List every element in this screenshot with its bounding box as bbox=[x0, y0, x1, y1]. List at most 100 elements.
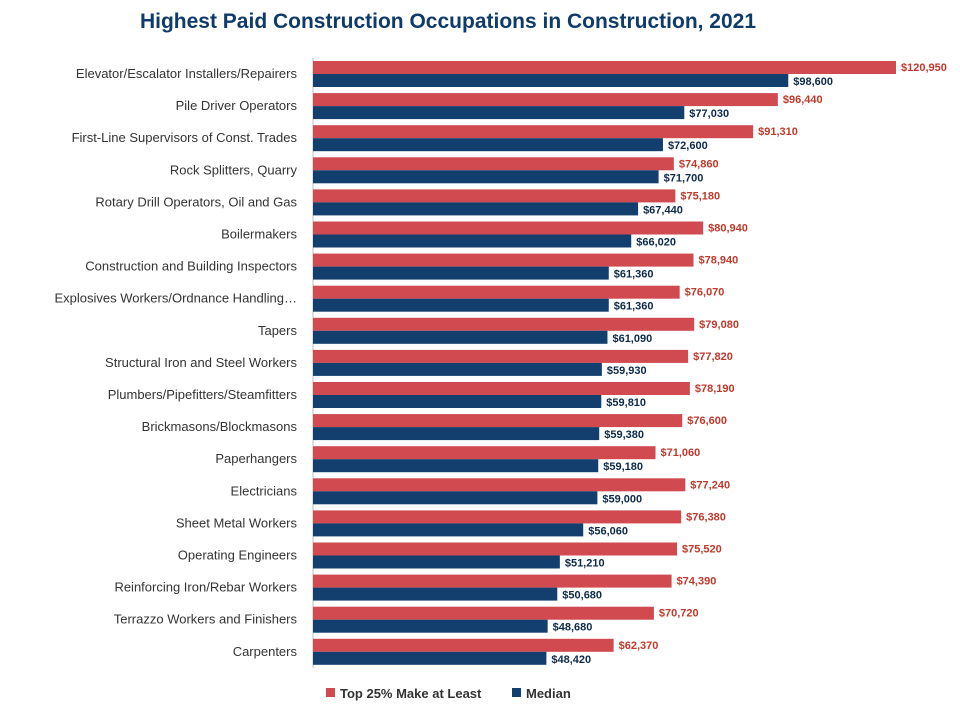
value-label-median: $61,090 bbox=[612, 333, 652, 345]
value-label-median: $61,360 bbox=[614, 269, 654, 281]
category-label: Construction and Building Inspectors bbox=[85, 259, 297, 274]
bar-top-25 bbox=[313, 606, 654, 620]
value-label-top-25: $76,380 bbox=[686, 511, 726, 523]
bar-median bbox=[313, 234, 632, 248]
value-label-top-25: $75,520 bbox=[682, 544, 722, 556]
bar-median bbox=[313, 587, 558, 601]
value-label-top-25: $76,600 bbox=[687, 415, 727, 427]
bar-top-25 bbox=[313, 189, 676, 203]
bar-top-25 bbox=[313, 317, 695, 331]
value-label-median: $51,210 bbox=[565, 558, 605, 570]
value-label-median: $59,380 bbox=[604, 429, 644, 441]
category-label: Elevator/Escalator Installers/Repairers bbox=[76, 66, 298, 81]
value-label-median: $59,000 bbox=[602, 493, 642, 505]
bar-top-25 bbox=[313, 61, 896, 74]
legend-label-top-25: Top 25% Make at Least bbox=[340, 686, 482, 701]
bar-median bbox=[313, 555, 560, 569]
value-label-median: $98,600 bbox=[793, 76, 833, 88]
value-label-median: $59,930 bbox=[607, 365, 647, 377]
value-label-median: $59,180 bbox=[603, 461, 643, 473]
category-label: Tapers bbox=[258, 323, 298, 338]
bar-top-25 bbox=[313, 157, 674, 171]
category-label: Structural Iron and Steel Workers bbox=[105, 355, 297, 370]
category-label: Brickmasons/Blockmasons bbox=[142, 419, 298, 434]
value-label-median: $72,600 bbox=[668, 140, 708, 152]
legend-swatch-top-25 bbox=[326, 688, 335, 697]
bar-median bbox=[313, 523, 584, 537]
bar-top-25 bbox=[313, 638, 614, 652]
value-label-median: $61,360 bbox=[614, 301, 654, 313]
category-label: Explosives Workers/Ordnance Handling… bbox=[54, 291, 297, 306]
bar-median bbox=[313, 138, 663, 152]
legend-label-median: Median bbox=[526, 686, 571, 701]
bar-median bbox=[313, 298, 609, 312]
category-label: Boilermakers bbox=[221, 227, 297, 242]
bar-top-25 bbox=[313, 93, 778, 107]
value-label-median: $56,060 bbox=[588, 525, 628, 537]
bar-median bbox=[313, 266, 609, 280]
bar-top-25 bbox=[313, 510, 682, 524]
value-label-top-25: $96,440 bbox=[783, 94, 823, 106]
value-label-top-25: $77,820 bbox=[693, 351, 733, 363]
bar-median bbox=[313, 491, 598, 505]
bar-top-25 bbox=[313, 574, 672, 588]
value-label-median: $71,700 bbox=[664, 172, 704, 184]
bar-median bbox=[313, 330, 608, 344]
bar-top-25 bbox=[313, 285, 680, 299]
bar-median bbox=[313, 427, 600, 441]
category-label: Plumbers/Pipefitters/Steamfitters bbox=[108, 387, 298, 402]
bar-median bbox=[313, 106, 685, 120]
category-label: Reinforcing Iron/Rebar Workers bbox=[114, 580, 297, 595]
bar-median bbox=[313, 170, 659, 184]
value-label-median: $50,680 bbox=[562, 590, 602, 602]
bar-top-25 bbox=[313, 542, 678, 556]
category-label: Terrazzo Workers and Finishers bbox=[114, 612, 298, 627]
bar-median bbox=[313, 619, 548, 633]
legend-swatch-median bbox=[512, 688, 521, 697]
value-label-top-25: $78,190 bbox=[695, 383, 735, 395]
value-label-top-25: $120,950 bbox=[901, 62, 947, 74]
value-label-top-25: $70,720 bbox=[659, 608, 699, 620]
value-label-top-25: $91,310 bbox=[758, 126, 798, 138]
category-label: Pile Driver Operators bbox=[176, 98, 298, 113]
category-label: Operating Engineers bbox=[178, 548, 298, 563]
category-label: Electricians bbox=[231, 483, 298, 498]
category-label: Rotary Drill Operators, Oil and Gas bbox=[95, 194, 297, 209]
bar-top-25 bbox=[313, 446, 656, 460]
value-label-top-25: $62,370 bbox=[619, 640, 659, 652]
category-label: Rock Splitters, Quarry bbox=[170, 162, 298, 177]
value-label-median: $66,020 bbox=[636, 237, 676, 249]
bar-median bbox=[313, 651, 547, 665]
bar-median bbox=[313, 395, 602, 408]
bar-top-25 bbox=[313, 349, 689, 363]
value-label-top-25: $74,390 bbox=[677, 576, 717, 588]
bar-median bbox=[313, 74, 789, 87]
bar-top-25 bbox=[313, 414, 683, 428]
category-label: Paperhangers bbox=[215, 451, 297, 466]
category-label: First-Line Supervisors of Const. Trades bbox=[72, 130, 298, 145]
value-label-median: $48,420 bbox=[551, 654, 591, 666]
value-label-top-25: $79,080 bbox=[699, 319, 739, 331]
value-label-top-25: $76,070 bbox=[685, 287, 725, 299]
value-label-median: $77,030 bbox=[689, 108, 729, 120]
bar-top-25 bbox=[313, 221, 704, 235]
value-label-top-25: $71,060 bbox=[661, 447, 701, 459]
bar-median bbox=[313, 459, 599, 473]
value-label-top-25: $80,940 bbox=[708, 223, 748, 235]
value-label-top-25: $78,940 bbox=[699, 255, 739, 267]
bar-top-25 bbox=[313, 253, 694, 267]
bar-top-25 bbox=[313, 382, 690, 395]
bar-top-25 bbox=[313, 478, 686, 492]
chart-title: Highest Paid Construction Occupations in… bbox=[139, 10, 757, 33]
category-label: Sheet Metal Workers bbox=[176, 515, 298, 530]
value-label-top-25: $75,180 bbox=[680, 190, 720, 202]
value-label-median: $48,680 bbox=[553, 622, 593, 634]
value-label-median: $59,810 bbox=[606, 397, 646, 409]
value-label-top-25: $77,240 bbox=[690, 479, 730, 491]
value-label-median: $67,440 bbox=[643, 204, 683, 216]
bar-median bbox=[313, 362, 602, 376]
bar-median bbox=[313, 202, 639, 216]
category-label: Carpenters bbox=[233, 644, 298, 659]
